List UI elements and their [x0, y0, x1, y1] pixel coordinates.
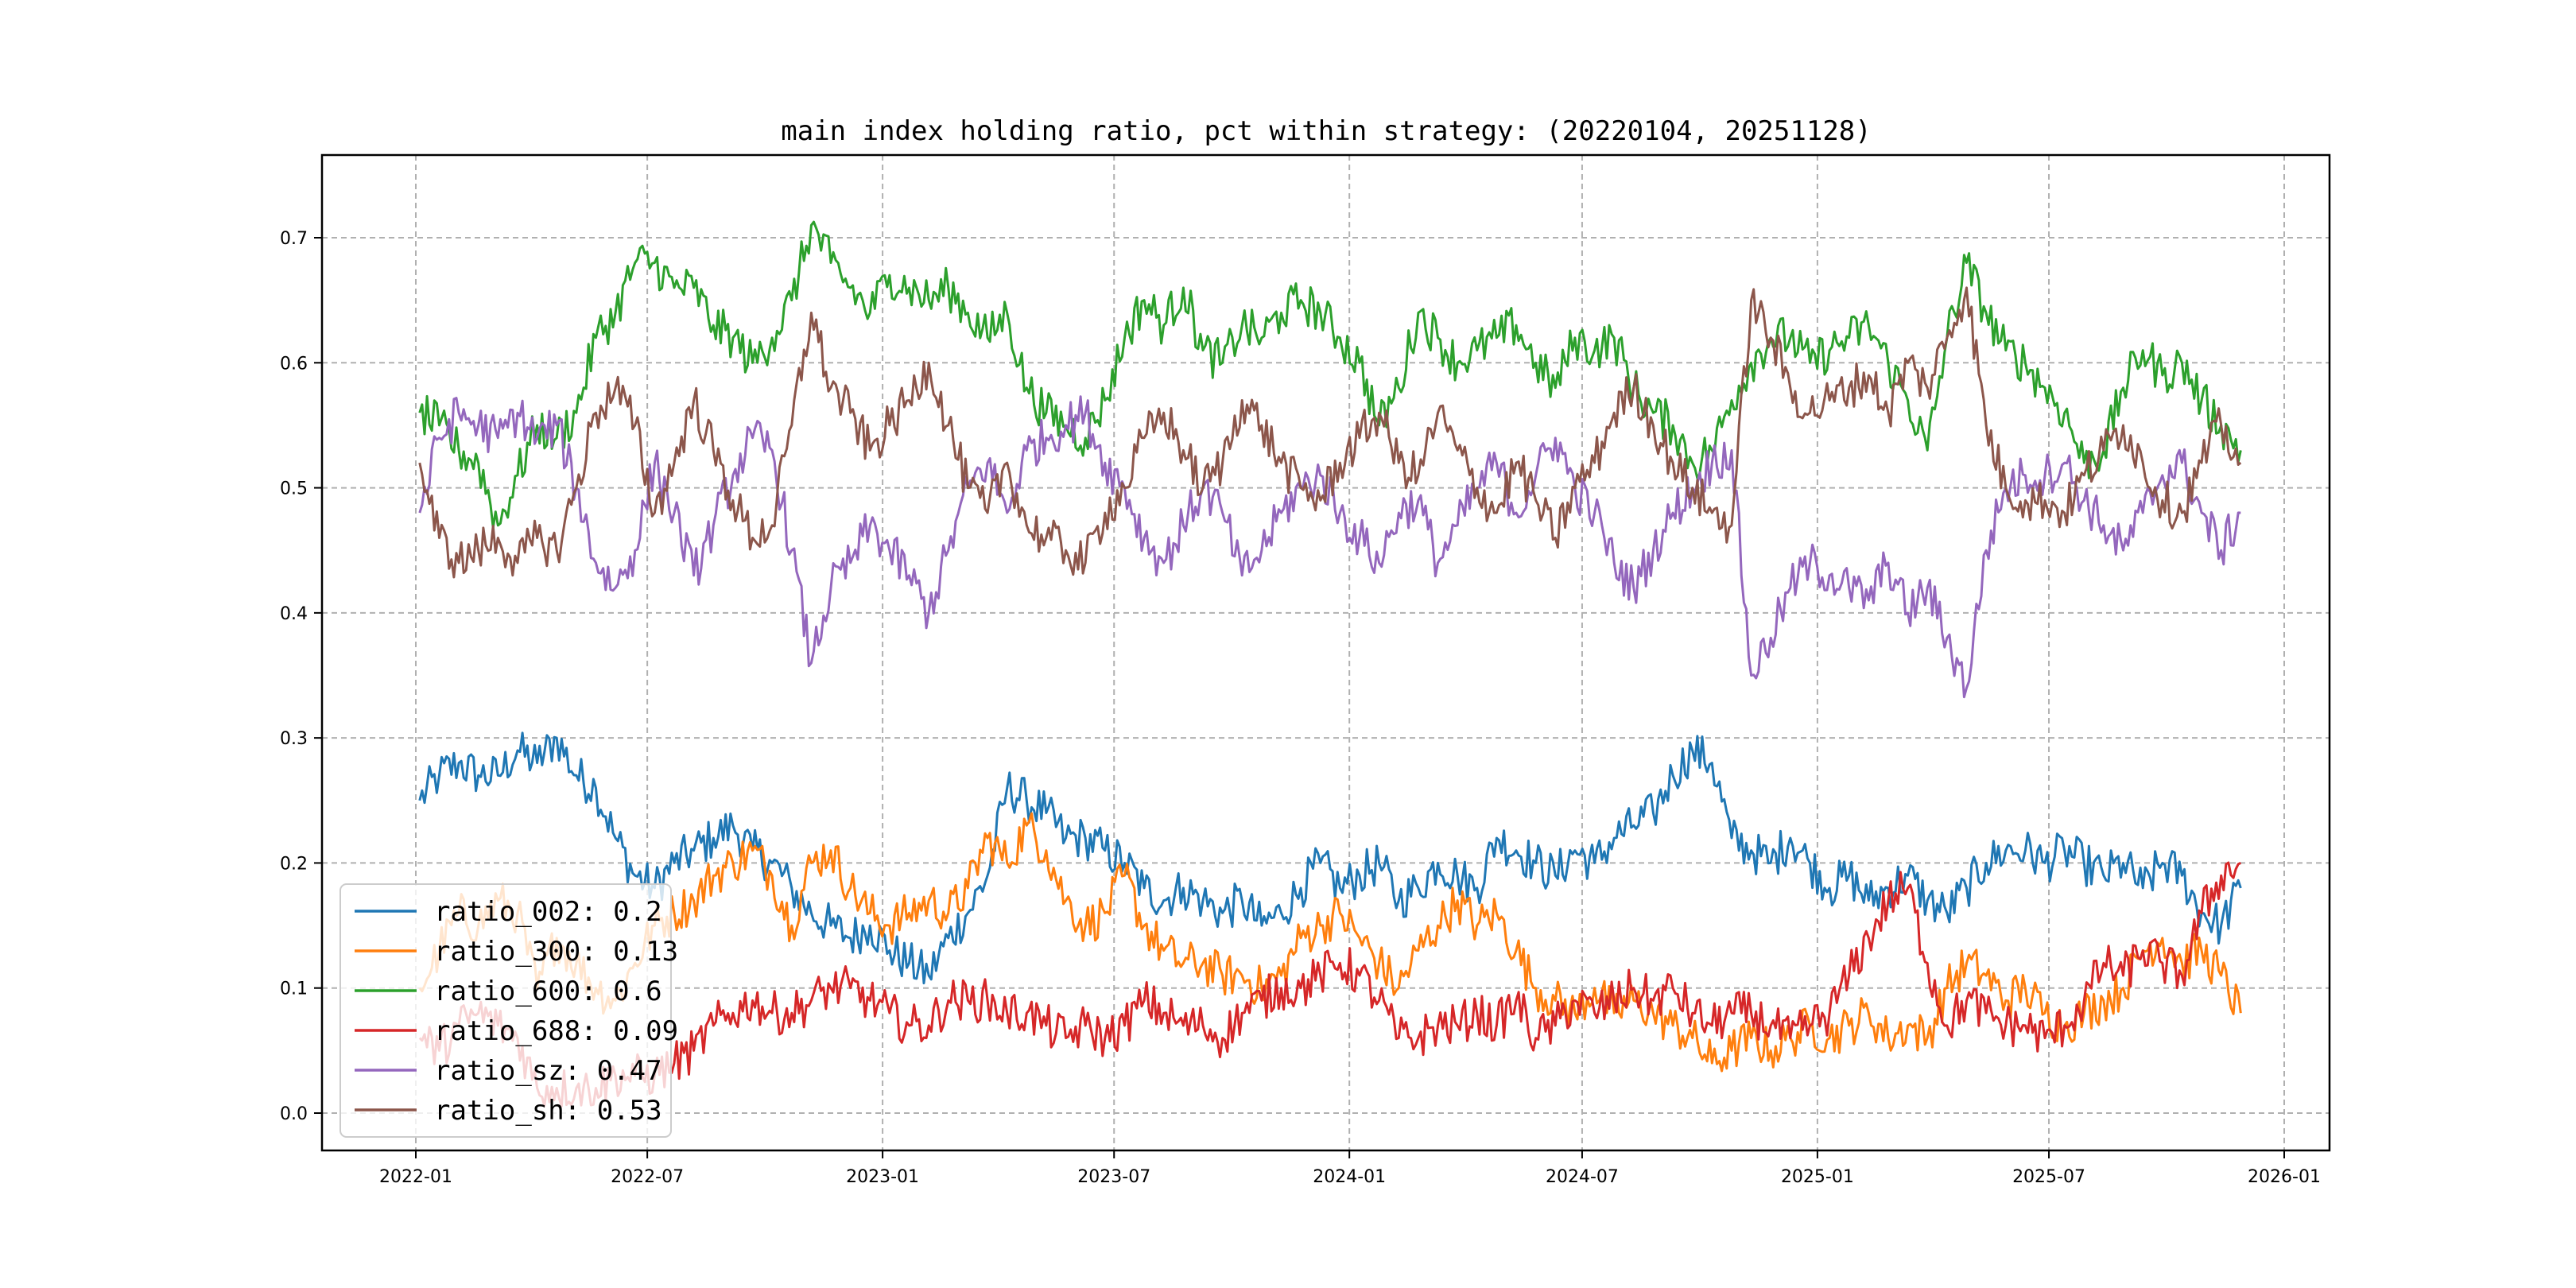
y-tick-label: 0.5 [280, 479, 308, 499]
x-tick-label: 2026-01 [2248, 1167, 2321, 1187]
x-tick-label: 2023-07 [1077, 1167, 1150, 1187]
x-tick-label: 2024-07 [1546, 1167, 1619, 1187]
series-line-ratio_002 [418, 731, 2242, 985]
legend: ratio_002: 0.2 ratio_300: 0.13 ratio_600: … [339, 883, 678, 1138]
plot-frame [320, 153, 2331, 1152]
y-tick-label: 0.1 [280, 980, 308, 999]
legend-label-ratio_300: ratio_300: 0.13 [434, 936, 678, 968]
series-line-ratio_sh [418, 286, 2242, 579]
y-tick-label: 0.0 [280, 1104, 308, 1124]
series-line-ratio_688 [418, 861, 2241, 1108]
y-tick-label: 0.2 [280, 854, 308, 874]
x-tick-label: 2025-07 [2012, 1167, 2085, 1187]
legend-label-ratio_sz: ratio_sz: 0.47 [434, 1055, 662, 1087]
x-tick-label: 2024-01 [1313, 1167, 1386, 1187]
legend-box [339, 883, 672, 1138]
legend-items: ratio_002: 0.2 ratio_300: 0.13 ratio_600: … [355, 896, 678, 1127]
tick-layer: 0.0 0.1 0.2 0.3 0.4 0.5 0.6 0.7 2022-01 2022-07 20… [280, 229, 2321, 1187]
x-tick-label: 2025-01 [1781, 1167, 1854, 1187]
legend-label-ratio_002: ratio_002: 0.2 [434, 896, 662, 928]
y-tick-label: 0.3 [280, 729, 308, 749]
chart-title: main index holding ratio, pct within str… [781, 115, 1871, 147]
y-tick-label: 0.7 [280, 229, 308, 249]
series-line-ratio_600 [418, 220, 2242, 530]
grid-layer [322, 155, 2330, 1150]
legend-label-ratio_sh: ratio_sh: 0.53 [434, 1095, 662, 1127]
x-tick-label: 2023-01 [846, 1167, 919, 1187]
series-line-ratio_300 [418, 812, 2242, 1073]
x-tick-label: 2022-01 [379, 1167, 452, 1187]
legend-label-ratio_688: ratio_688: 0.09 [434, 1015, 678, 1047]
legend-label-ratio_600: ratio_600: 0.6 [434, 976, 662, 1007]
x-tick-label: 2022-07 [611, 1167, 684, 1187]
series-layer [418, 220, 2242, 1108]
y-tick-label: 0.6 [280, 354, 308, 374]
y-tick-label: 0.4 [280, 604, 308, 624]
